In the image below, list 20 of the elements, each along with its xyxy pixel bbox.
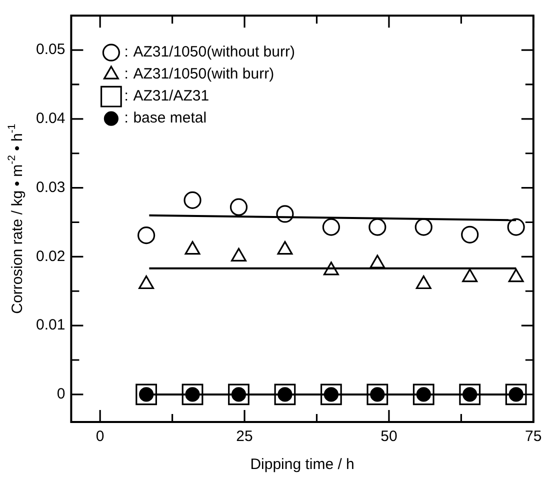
- y-tick-label: 0.04: [36, 110, 66, 128]
- x-tick-label: 75: [525, 428, 542, 446]
- legend-label: AZ31/AZ31: [133, 88, 210, 105]
- y-tick-label: 0: [56, 386, 66, 403]
- y-tick-label: 0.02: [36, 248, 66, 265]
- legend-label: AZ31/1050(with burr): [133, 66, 274, 83]
- annotation: :: [124, 44, 128, 61]
- legend-label: AZ31/1050(without burr): [133, 44, 295, 61]
- y-tick-label: 0.03: [36, 178, 66, 196]
- annotation: :: [124, 88, 128, 105]
- y-tick-label: 0.01: [36, 316, 66, 334]
- y-axis-title: Corrosion rate / kg • m-2 • h-1: [6, 124, 26, 314]
- x-tick-label: 25: [236, 428, 253, 446]
- legend-label: base metal: [133, 110, 207, 127]
- x-axis-title: Dipping time / h: [250, 456, 354, 474]
- annotation: :: [124, 110, 128, 127]
- annotation: :: [124, 66, 128, 83]
- x-tick-label: 50: [380, 428, 398, 446]
- y-tick-label: 0.05: [36, 41, 66, 58]
- x-tick-label: 0: [96, 428, 104, 446]
